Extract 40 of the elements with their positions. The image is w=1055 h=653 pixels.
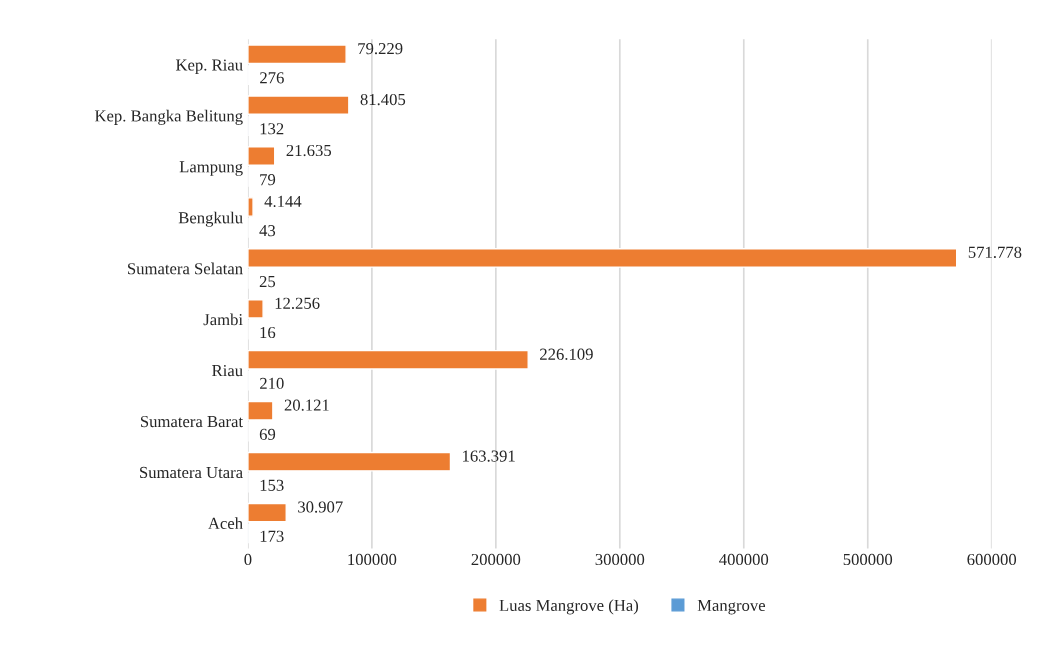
data-label: 226.109 (540, 348, 593, 360)
x-tick-label: 300000 (595, 553, 645, 566)
x-tick-label: 100000 (348, 553, 397, 566)
data-label: 69 (259, 428, 276, 440)
data-label: 153 (260, 479, 284, 491)
data-label: 43 (259, 225, 276, 237)
y-tick-label: Bengkulu (178, 211, 243, 227)
data-label: 571.778 (968, 246, 1022, 259)
data-label: 30.907 (298, 501, 343, 513)
bar (247, 502, 287, 523)
y-tick-label: Kep. Riau (175, 59, 243, 74)
data-label: 21.635 (286, 144, 332, 157)
y-tick-label: Sumatera Utara (140, 466, 243, 479)
data-label: 25 (259, 275, 276, 288)
y-tick-label: Lampung (179, 161, 243, 176)
data-label: 173 (260, 530, 284, 542)
x-tick-label: 600000 (967, 553, 1017, 566)
y-tick-label: Jambi (203, 313, 243, 326)
data-label: 163.391 (463, 450, 515, 462)
data-label: 20.121 (284, 399, 329, 411)
data-label: 79 (260, 174, 276, 186)
x-tick-label: 500000 (843, 553, 893, 566)
data-label: 12.256 (275, 297, 320, 309)
data-label: 132 (260, 123, 284, 135)
legend-label: Luas Mangrove (Ha) (499, 599, 639, 615)
data-label: 79.229 (358, 43, 403, 55)
data-label: 81.405 (360, 93, 406, 106)
y-tick-label: Aceh (208, 517, 243, 529)
x-tick-label: 400000 (719, 553, 769, 566)
x-tick-label: 0 (244, 553, 252, 566)
data-label: 276 (260, 72, 284, 84)
legend-label: Mangrove (697, 599, 766, 615)
y-tick-label: Sumatera Barat (140, 415, 243, 428)
data-label: 4.144 (264, 195, 302, 208)
x-tick-label: 200000 (471, 553, 521, 566)
data-label: 210 (260, 377, 284, 390)
y-tick-label: Kep. Bangka Belitung (94, 109, 243, 125)
y-tick-label: Sumatera Selatan (128, 262, 243, 275)
y-tick-label: Riau (212, 365, 243, 377)
data-label: 16 (260, 326, 276, 339)
